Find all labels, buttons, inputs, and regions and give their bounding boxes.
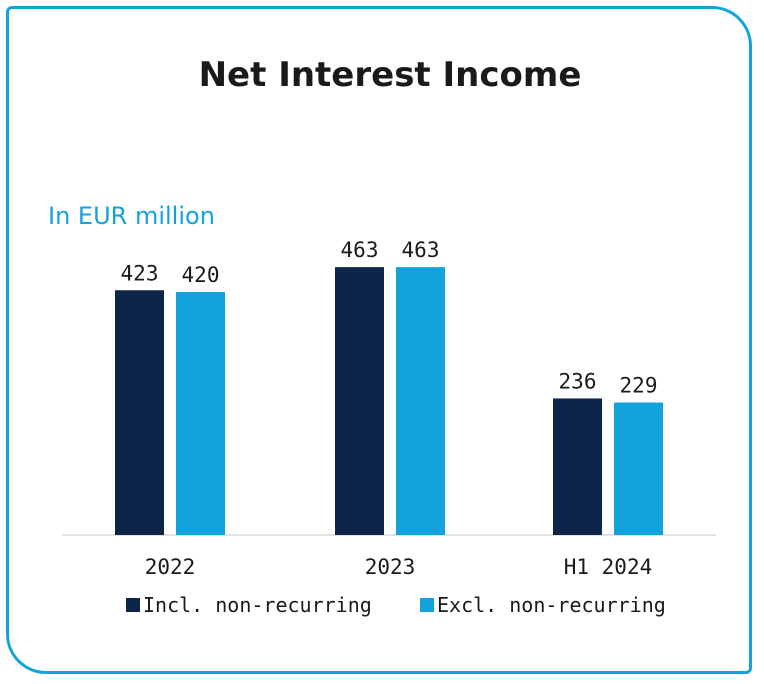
- bar-incl-2022: [115, 290, 164, 535]
- x-tick-labels: 2022 2023 H1 2024: [145, 555, 653, 579]
- legend-label-excl: Excl. non-recurring: [437, 593, 666, 617]
- bar-excl-2023: [396, 267, 445, 535]
- data-label: 229: [620, 374, 658, 398]
- legend-swatch-excl: [420, 598, 434, 612]
- data-label: 420: [182, 263, 220, 287]
- data-label: 236: [559, 369, 597, 393]
- x-tick-label: 2023: [365, 555, 416, 579]
- bar-excl-2022: [176, 291, 225, 535]
- chart-title: Net Interest Income: [199, 55, 582, 95]
- data-label: 463: [402, 238, 440, 262]
- data-label: 423: [121, 261, 159, 285]
- legend: Incl. non-recurring Excl. non-recurring: [126, 593, 666, 617]
- x-tick-label: H1 2024: [564, 555, 653, 579]
- bar-incl-h1-2024: [553, 398, 602, 535]
- bars-group: 423 420 463 463 236 229: [115, 238, 663, 535]
- data-label: 463: [341, 238, 379, 262]
- bar-excl-h1-2024: [614, 402, 663, 535]
- legend-label-incl: Incl. non-recurring: [143, 593, 372, 617]
- legend-swatch-incl: [126, 598, 140, 612]
- x-tick-label: 2022: [145, 555, 196, 579]
- bar-incl-2023: [335, 267, 384, 535]
- chart-subtitle: In EUR million: [48, 202, 215, 230]
